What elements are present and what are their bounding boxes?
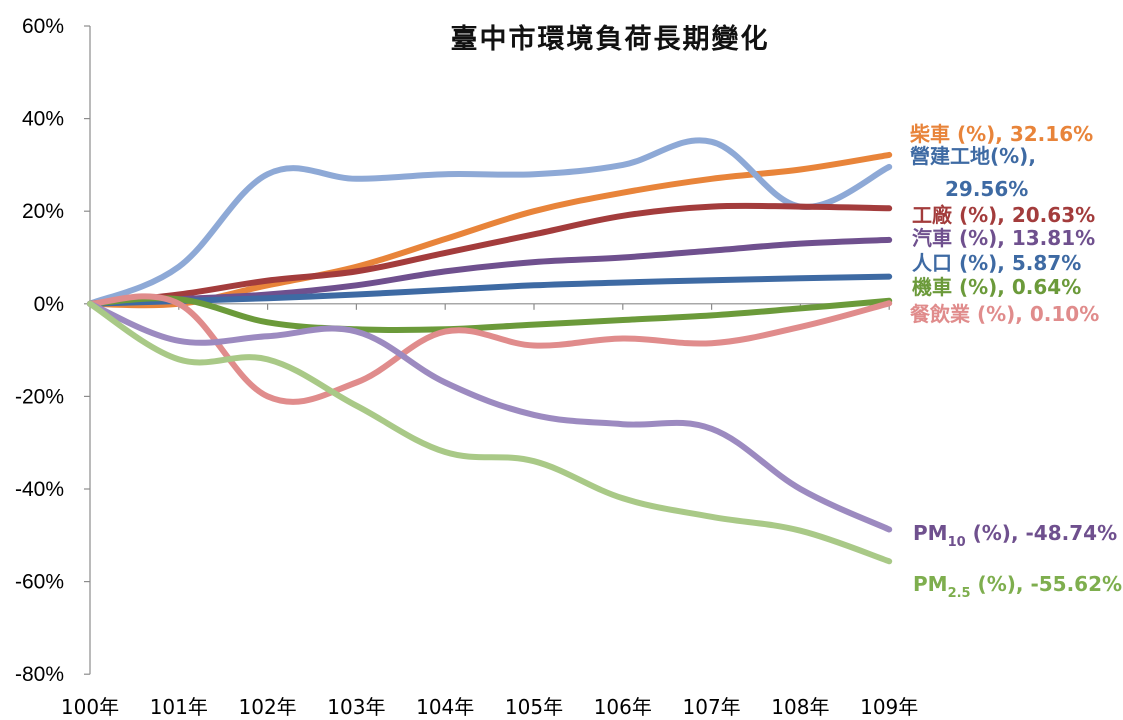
x-tick-label: 107年	[683, 695, 741, 719]
y-tick-label: -80%	[15, 663, 64, 686]
y-tick-label: 0%	[34, 293, 64, 316]
x-tick-label: 100年	[61, 695, 119, 719]
label-car: 汽車 (%), 13.81%	[912, 226, 1095, 250]
y-tick-label: 20%	[22, 200, 64, 223]
label-pm10: PM10 (%), -48.74%	[913, 521, 1117, 550]
x-tick-label: 108年	[771, 695, 829, 719]
label-restaurant: 餐飲業 (%), 0.10%	[910, 302, 1099, 326]
label-construction: 營建工地(%),	[910, 144, 1036, 168]
series-line-6	[87, 293, 893, 405]
x-tick-label: 106年	[594, 695, 652, 719]
y-tick-label: -40%	[15, 478, 64, 501]
y-axis: 60% 40% 20% 0% -20% -40% -60% -80%	[15, 15, 91, 686]
x-tick-label: 104年	[416, 695, 474, 719]
label-motorcycle: 機車 (%), 0.64%	[912, 275, 1081, 299]
series-line-5	[87, 295, 893, 334]
x-tick-label: 102年	[239, 695, 297, 719]
chart-title: 臺中市環境負荷長期變化	[451, 23, 770, 55]
y-tick-label: -60%	[15, 571, 64, 594]
label-pm25: PM2.5 (%), -55.62%	[913, 572, 1122, 601]
y-tick-label: 40%	[22, 108, 64, 131]
label-diesel: 柴車 (%), 32.16%	[909, 122, 1093, 146]
series-line-8	[87, 300, 893, 565]
series-lines	[87, 137, 893, 565]
label-population: 人口 (%), 5.87%	[912, 251, 1081, 275]
label-factory: 工廠 (%), 20.63%	[912, 203, 1095, 227]
x-axis: 100年 101年 102年 103年 104年 105年 106年 107年 108年 109年	[61, 303, 918, 719]
series-line-1	[87, 137, 893, 307]
x-tick-label: 105年	[505, 695, 563, 719]
series-line-4	[87, 273, 893, 307]
series-line-2	[87, 202, 893, 307]
series-labels: 柴車 (%), 32.16% 營建工地(%), 29.56% 工廠 (%), 2…	[909, 122, 1122, 601]
y-tick-label: -20%	[15, 385, 64, 408]
x-tick-label: 109年	[860, 695, 918, 719]
x-tick-label: 103年	[327, 695, 385, 719]
y-tick-label: 60%	[22, 15, 64, 38]
label-construction-value: 29.56%	[945, 177, 1028, 201]
series-line-3	[87, 236, 893, 307]
x-tick-label: 101年	[150, 695, 208, 719]
series-line-7	[87, 300, 893, 533]
